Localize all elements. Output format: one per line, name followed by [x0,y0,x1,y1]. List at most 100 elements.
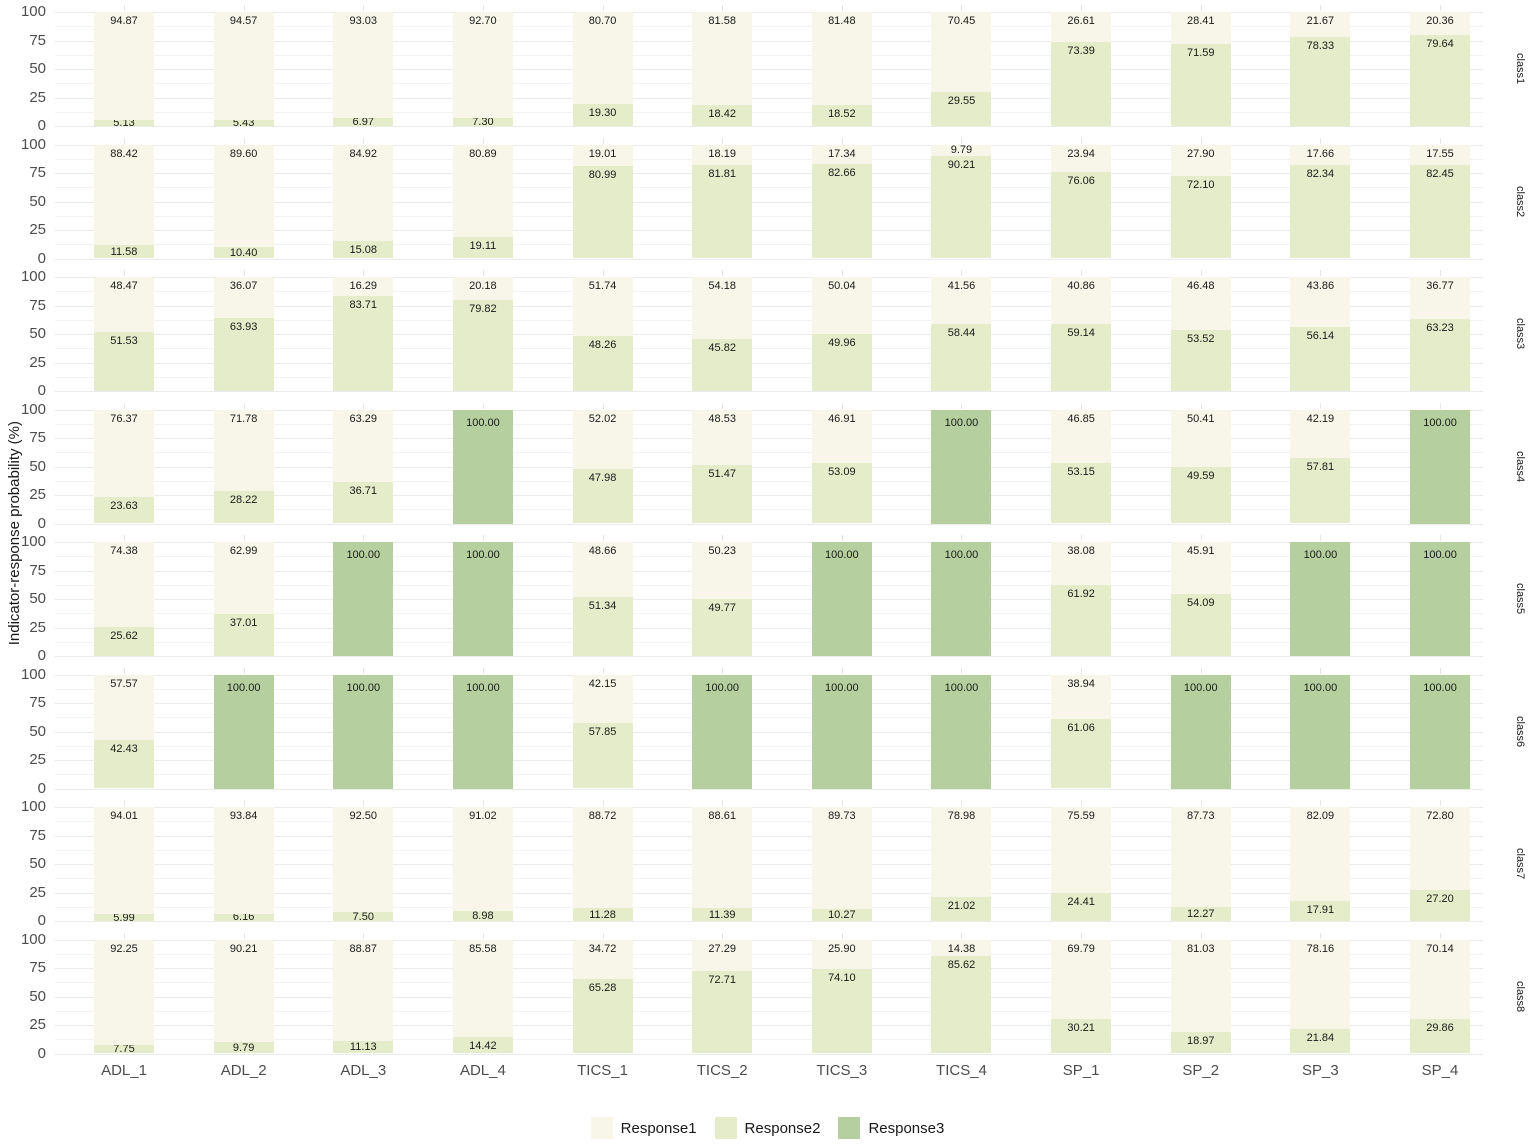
value-label: 49.77 [708,602,736,615]
x-tick [1200,5,1202,11]
value-label: 61.92 [1067,588,1095,601]
gridline [55,731,1483,733]
bar-ADL_1-response2 [94,245,154,259]
value-label: 88.87 [349,942,378,955]
bar-ADL_1-response2 [94,626,154,656]
value-label: 79.64 [1426,38,1454,51]
value-label: 100.00 [346,549,381,561]
bar-SP_4-response3 [1410,674,1471,789]
value-label: 93.03 [349,15,378,27]
bar-SP_1-response1 [1051,939,1112,1020]
bar-SP_1-response2 [1051,585,1112,656]
value-label: 92.25 [110,942,138,955]
y-tick-label: 75 [29,561,46,579]
value-label: 46.91 [828,412,856,425]
x-tick [1320,270,1322,276]
value-label: 81.48 [828,15,856,27]
x-tick [961,535,963,541]
x-tick [722,137,724,144]
value-label: 71.59 [1186,47,1215,60]
gridline [55,788,1483,790]
bar-TICS_2-response2 [692,599,753,656]
bar-TICS_1-response2 [572,468,633,524]
bar-TICS_2-response2 [692,908,753,921]
value-label: 27.29 [708,942,736,955]
value-label: 63.23 [1426,321,1454,334]
facet-strip-label: class7 [1514,848,1526,880]
y-tick-label: 50 [29,60,46,77]
x-tick [841,535,843,541]
bar-ADL_4-response1 [452,277,513,300]
gridline [55,12,1483,13]
x-tick [243,270,245,276]
bar-TICS_3-response2 [811,104,872,126]
bar-ADL_3-response1 [333,409,394,482]
value-label: 57.57 [110,677,138,690]
bar-TICS_4-response1 [931,277,992,325]
value-label: 36.77 [1426,280,1454,292]
value-label: 100.00 [944,416,979,429]
gridline [55,319,1483,321]
value-label: 25.62 [110,629,138,642]
gridline [55,641,1483,643]
value-label: 50.23 [708,545,736,557]
value-label: 11.13 [349,1041,377,1054]
value-label: 21.67 [1306,15,1335,27]
value-label: 29.86 [1426,1022,1454,1035]
gridline [55,878,1483,880]
x-tick [961,932,963,939]
bar-SP_4-response3 [1410,409,1471,524]
bar-SP_2-response1 [1170,542,1231,595]
gridline [55,982,1483,984]
bar-TICS_1-response1 [572,409,633,469]
bar-TICS_1-response1 [572,277,633,336]
value-label: 69.79 [1067,942,1095,955]
bar-SP_2-response1 [1170,144,1231,177]
value-label: 48.26 [588,338,617,351]
y-tick-label: 75 [29,296,46,314]
gridline [55,277,1483,278]
x-tick [482,932,484,939]
bar-ADL_2-response1 [213,12,274,120]
value-label: 100.00 [466,549,500,561]
x-tick [1320,402,1322,409]
legend-item-response1: Response1 [590,1117,697,1139]
bar-SP_1-response2 [1051,171,1112,259]
x-tick [124,137,125,144]
x-tick-label: ADL_4 [459,1062,506,1079]
x-tick [124,402,125,409]
bar-SP_4-response1 [1410,144,1471,165]
x-tick [1081,535,1083,541]
x-tick [1440,667,1442,674]
value-label: 80.99 [588,169,617,182]
value-label: 52.02 [588,412,617,425]
x-tick-label: TICS_3 [816,1062,868,1079]
x-tick [482,270,484,276]
x-tick [363,535,365,541]
y-tick-label: 0 [37,249,46,267]
bar-ADL_2-response2 [213,613,274,656]
bar-TICS_2-response3 [692,674,753,789]
bar-ADL_4-response2 [452,1037,513,1054]
gridline [55,495,1483,496]
value-label: 46.85 [1067,412,1095,425]
bar-TICS_3-response2 [811,164,872,259]
x-tick [1200,932,1202,939]
gridline [55,717,1483,719]
x-tick [1200,137,1202,144]
x-tick [1440,800,1442,806]
value-label: 89.60 [229,147,258,160]
bar-TICS_2-response1 [692,144,753,166]
y-tick-label: 50 [29,590,46,607]
bar-TICS_3-response1 [811,12,872,105]
value-label: 100.00 [1303,681,1338,694]
x-tick [961,137,963,144]
bar-TICS_4-response3 [931,674,992,789]
bar-SP_4-response2 [1410,35,1471,126]
bar-ADL_2-response1 [213,542,274,614]
x-tick [1440,932,1442,939]
bar-TICS_2-response1 [692,409,753,465]
x-tick [1081,402,1083,409]
bar-SP_1-response2 [1051,893,1112,921]
bar-ADL_1-response1 [94,939,154,1045]
